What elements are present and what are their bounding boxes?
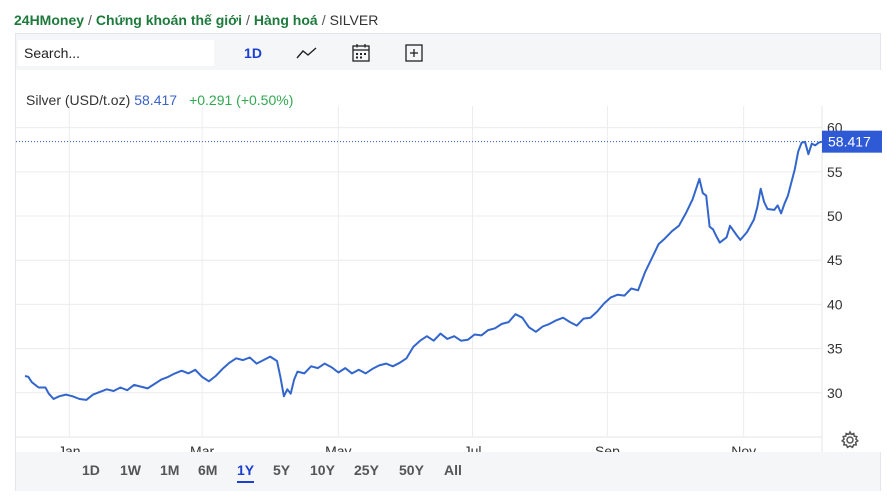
chart-style-button[interactable] [294, 40, 320, 66]
plus-square-icon [405, 44, 423, 62]
breadcrumb-separator: / [246, 12, 250, 28]
legend-change: +0.291 (+0.50%) [189, 92, 294, 108]
legend-title: Silver (USD/t.oz) [26, 92, 131, 108]
range-button-1y[interactable]: 1Y [237, 462, 255, 483]
range-button-5y[interactable]: 5Y [273, 462, 291, 478]
range-button-50y[interactable]: 50Y [399, 462, 424, 478]
breadcrumb-separator: / [321, 12, 326, 28]
range-button-1w[interactable]: 1W [120, 462, 141, 478]
x-tick-label: Jan [58, 443, 81, 452]
chart-toolbar: 1D [16, 34, 880, 70]
y-tick-label: 35 [827, 341, 843, 357]
y-tick-label: 45 [827, 252, 843, 268]
breadcrumb-category-link[interactable]: Hàng hoá [253, 12, 318, 28]
range-button-25y[interactable]: 25Y [354, 462, 379, 478]
breadcrumb-current: SILVER [329, 12, 379, 28]
price-series-line [24, 140, 823, 401]
last-price-tag [822, 130, 882, 153]
y-tick-label: 40 [827, 296, 843, 312]
breadcrumb-home-link[interactable]: 24HMoney [14, 12, 85, 28]
range-button-6m[interactable]: 6M [198, 462, 218, 478]
y-tick-label: 55 [827, 164, 843, 180]
add-indicator-button[interactable] [402, 40, 426, 66]
x-tick-label: May [325, 443, 351, 452]
breadcrumb-section-link[interactable]: Chứng khoán thế giới [95, 12, 243, 28]
chart-legend: Silver (USD/t.oz) 58.417 +0.291 (+0.50%) [26, 92, 293, 108]
breadcrumb-separator: / [88, 12, 92, 28]
x-tick-label: Jul [464, 443, 482, 452]
range-selector: 1D 1W 1M 6M 1Y 5Y 10Y 25Y 50Y All [16, 452, 880, 491]
last-price-tag-label: 58.417 [828, 134, 871, 150]
compare-button[interactable] [349, 40, 373, 66]
chart-settings-button[interactable] [840, 430, 860, 450]
x-tick-label: Nov [731, 443, 756, 452]
chart-widget: 1D [15, 33, 882, 491]
breadcrumb: 24HMoney / Chứng khoán thế giới / Hàng hoá / S… [14, 12, 378, 28]
range-button-1d[interactable]: 1D [82, 462, 100, 478]
calendar-icon [352, 44, 370, 62]
range-button-all[interactable]: All [444, 462, 462, 478]
legend-price: 58.417 [134, 92, 178, 108]
y-tick-label: 30 [827, 385, 843, 401]
y-tick-label: 50 [827, 208, 843, 224]
range-button-1m[interactable]: 1M [160, 462, 180, 478]
range-button-10y[interactable]: 10Y [310, 462, 335, 478]
symbol-search-input[interactable] [18, 40, 214, 66]
x-tick-label: Mar [190, 443, 214, 452]
line-chart-icon [296, 47, 317, 59]
gear-icon [840, 430, 860, 449]
chart-area[interactable]: 30 35 40 45 50 55 60 Jan Mar May Jul Sep Nov 58.417 … [16, 70, 882, 452]
x-tick-label: Sep [595, 443, 620, 452]
interval-button[interactable]: 1D [244, 45, 262, 61]
